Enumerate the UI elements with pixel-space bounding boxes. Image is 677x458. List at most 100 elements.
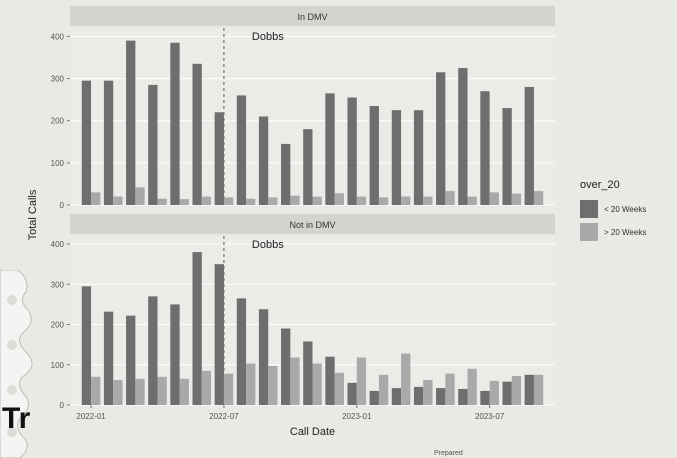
- bar: [281, 328, 291, 405]
- bar: [325, 93, 335, 205]
- bar: [303, 129, 313, 205]
- legend-label: < 20 Weeks: [604, 205, 646, 214]
- bar: [436, 388, 446, 405]
- bar: [511, 376, 522, 405]
- bar: [303, 341, 313, 405]
- y-tick-label: 0: [60, 201, 65, 210]
- bar: [489, 192, 499, 205]
- bar: [533, 374, 544, 405]
- bar: [423, 196, 433, 205]
- bar: [467, 368, 477, 405]
- y-tick-label: 300: [51, 280, 65, 289]
- bar: [378, 197, 389, 205]
- bar: [268, 197, 278, 205]
- bar: [458, 68, 468, 206]
- y-tick-label: 0: [60, 401, 65, 410]
- bar: [157, 198, 167, 205]
- bar: [91, 376, 101, 405]
- bar: [347, 382, 357, 405]
- bar: [236, 95, 247, 205]
- legend-label: > 20 Weeks: [604, 228, 646, 237]
- bar: [413, 110, 424, 205]
- bar: [223, 197, 234, 205]
- x-axis-title: Call Date: [290, 426, 335, 438]
- bar: [236, 298, 247, 405]
- bar: [312, 196, 322, 205]
- legend-swatch: [580, 223, 598, 241]
- y-tick-label: 400: [51, 240, 65, 249]
- x-tick-label: 2022-07: [209, 412, 239, 421]
- bar: [157, 376, 167, 405]
- bar: [511, 193, 522, 205]
- bar: [179, 199, 189, 205]
- bar: [179, 378, 189, 405]
- bar: [223, 373, 234, 405]
- bar: [533, 191, 544, 205]
- bar: [135, 187, 145, 205]
- x-tick-label: 2023-01: [342, 412, 372, 421]
- bar: [201, 196, 212, 205]
- facet-strip: [70, 6, 555, 26]
- bar: [480, 91, 490, 205]
- y-axis-title: Total Calls: [27, 189, 39, 240]
- bar: [480, 390, 490, 405]
- bar: [445, 191, 455, 205]
- legend-title: over_20: [580, 179, 620, 191]
- bar: [258, 116, 269, 205]
- y-tick-label: 300: [51, 75, 65, 84]
- bar: [401, 353, 411, 405]
- bar: [467, 196, 477, 205]
- bar: [369, 105, 379, 205]
- bar: [81, 80, 92, 205]
- bar: [391, 110, 402, 205]
- bar: [502, 381, 512, 405]
- bar: [246, 363, 256, 405]
- bar: [391, 388, 402, 405]
- bar: [290, 357, 300, 405]
- bar: [201, 370, 212, 405]
- x-tick-label: 2022-01: [76, 412, 106, 421]
- bar: [524, 374, 534, 405]
- y-tick-label: 200: [51, 321, 65, 330]
- annotation-label: Dobbs: [252, 31, 284, 43]
- facet-strip-label: Not in DMV: [289, 220, 335, 230]
- bar: [334, 372, 344, 405]
- bar: [268, 365, 278, 405]
- bar: [214, 264, 224, 405]
- bar: [135, 378, 145, 405]
- y-tick-label: 400: [51, 32, 65, 41]
- bar: [281, 143, 291, 205]
- bar: [113, 380, 123, 405]
- bar: [126, 315, 136, 405]
- bar: [170, 42, 180, 205]
- y-tick-label: 100: [51, 361, 65, 370]
- annotation-label: Dobbs: [252, 239, 284, 251]
- torn-paper-edge: [0, 270, 33, 458]
- bar: [290, 195, 300, 205]
- bar: [401, 196, 411, 205]
- source-note-fragment: Prepared: [434, 450, 463, 457]
- bar: [214, 112, 224, 205]
- bar: [325, 356, 335, 405]
- bar: [436, 72, 446, 205]
- bar: [489, 380, 499, 405]
- bar: [246, 198, 256, 205]
- bar: [378, 374, 389, 405]
- bar: [126, 40, 136, 206]
- cropped-heading-fragment: Tr: [2, 402, 31, 435]
- bar: [170, 304, 180, 405]
- bar: [258, 309, 269, 405]
- bar: [502, 108, 512, 205]
- bar: [91, 192, 101, 205]
- facet-strip-label: In DMV: [297, 12, 327, 22]
- bar: [103, 80, 114, 205]
- bar: [334, 193, 344, 205]
- legend-swatch: [580, 200, 598, 218]
- bar: [458, 388, 468, 405]
- facet-strip: [70, 214, 555, 234]
- bar: [356, 357, 367, 405]
- bar: [103, 311, 114, 405]
- bar: [192, 63, 202, 206]
- bar: [423, 380, 433, 405]
